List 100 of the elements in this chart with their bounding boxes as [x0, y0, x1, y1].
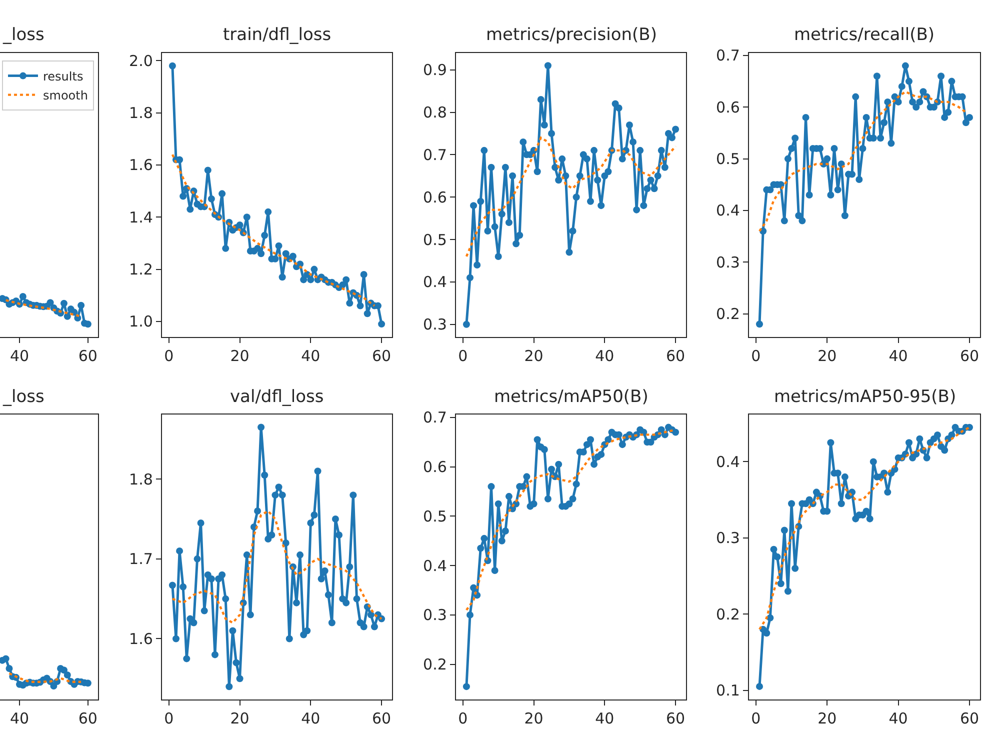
point: [498, 537, 506, 544]
point: [488, 164, 495, 171]
point: [289, 252, 296, 260]
point: [792, 134, 799, 142]
y-tick-label: 0.9: [423, 61, 447, 80]
x-tick-label: 0: [164, 347, 174, 366]
point: [46, 299, 54, 306]
point: [852, 93, 860, 100]
point: [780, 217, 788, 224]
point: [841, 212, 848, 220]
point: [537, 96, 544, 104]
point: [598, 450, 605, 458]
point: [784, 588, 792, 595]
chart-title: metrics/recall(B): [794, 25, 935, 45]
point: [336, 531, 343, 538]
point: [278, 492, 286, 499]
point: [318, 575, 325, 582]
y-tick-label: 0.7: [423, 146, 447, 164]
point: [594, 176, 602, 184]
legend-label: results: [43, 69, 84, 84]
point: [962, 119, 970, 126]
point: [644, 185, 651, 192]
point: [509, 172, 516, 180]
y-tick-label: 0.4: [716, 202, 740, 220]
point: [516, 232, 524, 239]
y-tick-label: 1.7: [129, 550, 153, 568]
point: [944, 108, 952, 116]
y-tick-label: 0.3: [716, 253, 740, 272]
x-tick-label: 40: [301, 710, 320, 728]
point: [806, 191, 813, 198]
point: [353, 595, 360, 602]
x-tick-label: 60: [960, 347, 980, 366]
point: [827, 439, 834, 446]
point: [186, 206, 194, 213]
chart-title: _loss: [2, 25, 44, 45]
y-tick-label: 1.8: [129, 104, 153, 122]
point: [920, 88, 927, 96]
x-tick-label: 0: [751, 347, 761, 366]
point: [566, 500, 573, 508]
point: [520, 138, 527, 146]
point: [324, 591, 332, 598]
point: [246, 611, 254, 618]
point: [534, 168, 541, 176]
x-tick-label: 60: [666, 710, 686, 728]
point: [795, 212, 802, 220]
point: [243, 214, 250, 221]
x-tick-label: 20: [818, 347, 837, 366]
point: [304, 627, 311, 634]
point: [339, 281, 346, 288]
point: [544, 495, 552, 502]
point: [572, 480, 580, 488]
x-tick-label: 60: [372, 710, 392, 728]
point: [364, 310, 371, 318]
y-tick-label: 0.5: [423, 230, 447, 249]
point: [948, 78, 956, 85]
point: [232, 659, 240, 666]
point: [583, 155, 590, 162]
point: [512, 240, 520, 248]
point: [618, 155, 626, 162]
point: [254, 244, 262, 252]
chart-title: val/dfl_loss: [230, 387, 324, 407]
point: [672, 428, 680, 436]
point: [898, 82, 906, 90]
point: [275, 242, 282, 250]
point: [261, 472, 268, 479]
point: [243, 551, 250, 558]
point: [884, 488, 892, 496]
point: [307, 520, 314, 527]
point: [802, 114, 810, 121]
point: [763, 630, 770, 637]
y-tick-label: 0.6: [423, 188, 447, 206]
y-tick-label: 0.3: [423, 316, 447, 334]
y-tick-label: 1.8: [129, 470, 153, 488]
point: [180, 583, 187, 590]
x-tick-label: 20: [230, 710, 250, 728]
point: [576, 172, 584, 180]
y-tick-label: 0.4: [716, 452, 740, 471]
point: [208, 195, 215, 202]
point: [342, 599, 350, 606]
x-tick-label: 0: [164, 710, 174, 728]
point: [342, 276, 350, 284]
point: [194, 555, 201, 562]
point: [64, 671, 71, 678]
y-tick-label: 0.1: [716, 682, 740, 700]
x-tick-label: 0: [751, 710, 761, 728]
line-series: [465, 136, 677, 258]
point: [647, 176, 654, 184]
point: [902, 62, 909, 70]
point: [824, 155, 831, 162]
point: [268, 531, 276, 538]
point: [477, 198, 484, 205]
chart-title: metrics/precision(B): [486, 25, 657, 45]
chart-title: metrics/mAP50(B): [494, 387, 648, 407]
x-tick-label: 60: [666, 347, 686, 366]
point: [583, 441, 590, 448]
point: [258, 424, 265, 431]
x-tick-label: 20: [524, 710, 544, 728]
point: [780, 526, 788, 534]
point: [78, 302, 85, 309]
point: [307, 276, 314, 284]
